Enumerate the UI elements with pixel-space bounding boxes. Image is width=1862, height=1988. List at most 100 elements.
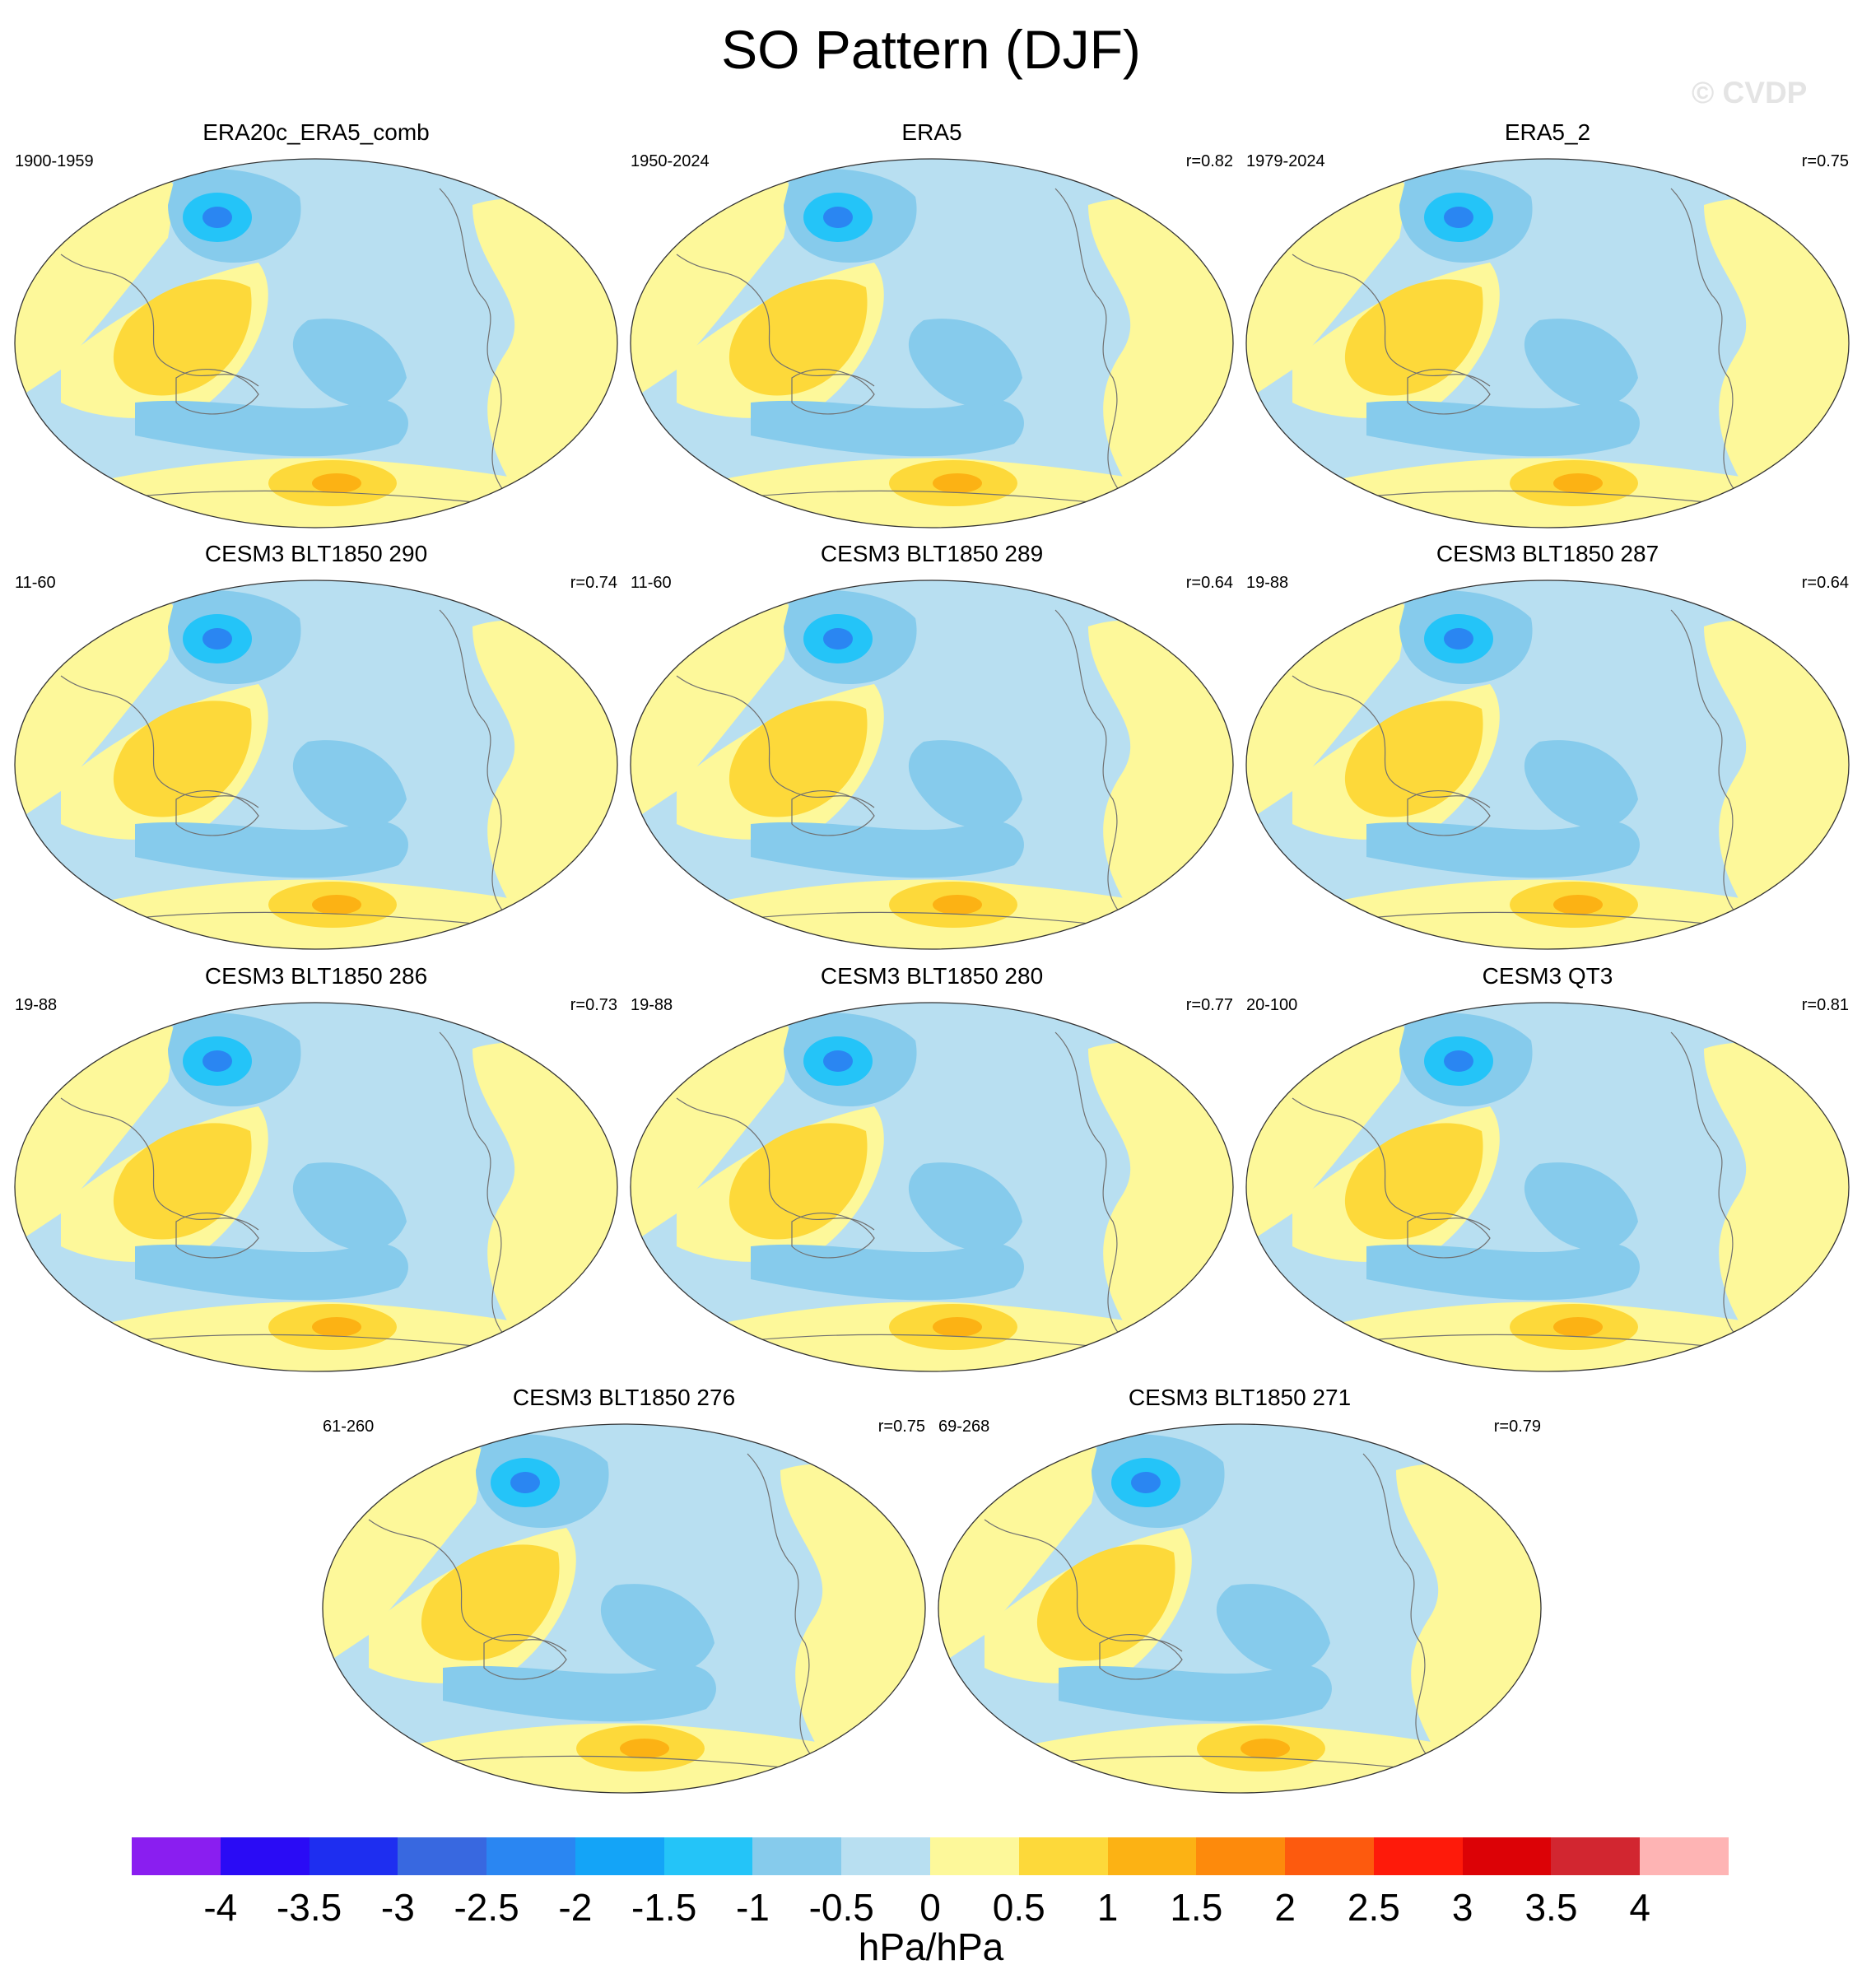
coastline-australia	[175, 369, 259, 415]
colorbar-swatch	[486, 1837, 576, 1875]
panel-correlation: r=0.73	[570, 996, 617, 1014]
colorbar-tick-label: -0.5	[808, 1886, 874, 1929]
negative-core	[202, 207, 232, 228]
panel-correlation: r=0.77	[1185, 996, 1233, 1014]
colorbar-tick-label: -4	[203, 1886, 238, 1929]
colorbar-swatch	[1462, 1837, 1552, 1875]
map-border	[14, 158, 618, 528]
panel-title: CESM3 BLT1850 290	[204, 541, 428, 566]
negative-region	[292, 740, 407, 828]
negative-core	[1444, 628, 1473, 649]
world-map	[630, 580, 1234, 950]
negative-region	[1216, 1584, 1330, 1672]
positive-core	[1553, 895, 1603, 915]
coastline-asia	[60, 1097, 259, 1231]
colorbar-tick-label: 3.5	[1525, 1886, 1578, 1929]
positive-region-strong	[1344, 701, 1483, 817]
coastline-asia	[368, 1519, 567, 1652]
panel-period: 61-260	[323, 1418, 375, 1436]
panel-period: 1979-2024	[1246, 152, 1325, 170]
colorbar-swatch	[930, 1837, 1020, 1875]
colorbar-swatch	[841, 1837, 931, 1875]
coastline-australia	[1407, 790, 1491, 836]
map-panel: ERA20c_ERA5_comb 1900-1959	[12, 119, 621, 539]
colorbar-tick-label: 4	[1629, 1886, 1651, 1929]
map-panel: CESM3 QT3 20-100 r=0.81	[1243, 963, 1852, 1383]
panel-period: 19-88	[1246, 574, 1289, 592]
negative-core	[1444, 207, 1473, 228]
world-map	[14, 580, 618, 950]
colorbar-swatch	[1285, 1837, 1375, 1875]
positive-region-strong	[113, 701, 252, 817]
map-panel: ERA5 1950-2024 r=0.82	[627, 119, 1236, 539]
coastline-australia	[175, 1213, 259, 1259]
colorbar-swatch	[132, 1837, 221, 1875]
map-border	[1245, 580, 1850, 950]
colorbar-tick-label: -1	[735, 1886, 770, 1929]
positive-core	[933, 1317, 982, 1337]
panel-title: ERA20c_ERA5_comb	[202, 119, 430, 145]
colorbar-swatch	[1373, 1837, 1464, 1875]
negative-region	[1524, 740, 1638, 828]
positive-region-strong	[113, 1123, 252, 1240]
field-layer	[323, 1424, 925, 1793]
positive-core	[933, 473, 982, 493]
panel-title: CESM3 BLT1850 276	[512, 1385, 736, 1410]
panel-correlation: r=0.74	[570, 574, 617, 592]
world-map	[14, 158, 618, 528]
world-map	[630, 158, 1234, 528]
map-border	[322, 1423, 926, 1794]
negative-core	[202, 628, 232, 649]
negative-core	[202, 1050, 232, 1072]
coastline-americas	[1670, 609, 1738, 915]
world-map	[1245, 1002, 1850, 1372]
coastline-australia	[791, 1213, 875, 1259]
panel-period: 19-88	[631, 996, 673, 1014]
panel-period: 1900-1959	[15, 152, 94, 170]
panel-period: 19-88	[15, 996, 58, 1014]
world-map	[938, 1423, 1542, 1794]
watermark: © CVDP	[1692, 76, 1808, 109]
colorbar-tick-label: -1.5	[631, 1886, 697, 1929]
negative-region	[1524, 1162, 1638, 1250]
colorbar-swatch	[220, 1837, 310, 1875]
map-border	[630, 158, 1234, 528]
field-layer	[938, 1424, 1541, 1793]
map-panel: CESM3 BLT1850 286 19-88 r=0.73	[12, 963, 621, 1383]
coastline-australia	[1407, 1213, 1491, 1259]
positive-core	[933, 895, 982, 915]
coastline-americas	[1054, 609, 1122, 915]
positive-region-strong	[729, 1123, 868, 1240]
panel-correlation: r=0.64	[1801, 574, 1849, 592]
panel-title: CESM3 BLT1850 287	[1436, 541, 1660, 566]
positive-region	[472, 198, 617, 501]
colorbar-swatch	[398, 1837, 487, 1875]
map-panel: CESM3 BLT1850 276 61-260 r=0.75	[319, 1385, 929, 1804]
coastline-asia	[676, 254, 875, 387]
positive-region	[1396, 1464, 1541, 1767]
map-panel: ERA5_2 1979-2024 r=0.75	[1243, 119, 1852, 539]
positive-region	[1088, 198, 1233, 501]
colorbar-tick-label: 3	[1451, 1886, 1473, 1929]
coastline-asia	[1292, 254, 1491, 387]
panel-period: 1950-2024	[631, 152, 710, 170]
world-map	[1245, 580, 1850, 950]
coastline-asia	[1292, 675, 1491, 808]
colorbar-tick-label: 2	[1274, 1886, 1296, 1929]
map-border	[14, 1002, 618, 1372]
map-border	[630, 1002, 1234, 1372]
colorbar-units: hPa/hPa	[858, 1925, 1004, 1968]
panel-title: CESM3 QT3	[1482, 963, 1613, 989]
map-panel: CESM3 BLT1850 271 69-268 r=0.79	[935, 1385, 1544, 1804]
negative-core	[823, 207, 853, 228]
coastline-americas	[1054, 188, 1122, 494]
coastline-americas	[439, 609, 506, 915]
positive-region-strong	[729, 279, 868, 396]
positive-region-strong	[729, 701, 868, 817]
panel-period: 69-268	[938, 1418, 990, 1436]
negative-region	[292, 1162, 407, 1250]
map-border	[630, 580, 1234, 950]
coastline-australia	[175, 790, 259, 836]
coastline-australia	[1407, 369, 1491, 415]
coastline-asia	[676, 1097, 875, 1231]
